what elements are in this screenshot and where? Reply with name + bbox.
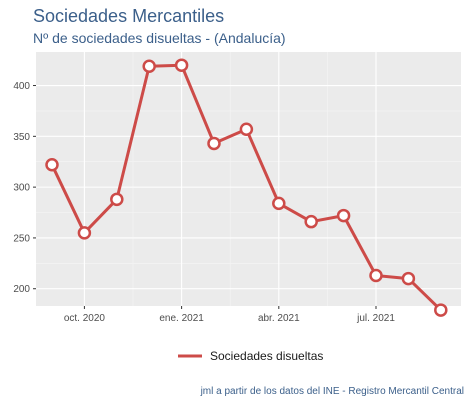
- data-point: [272, 196, 286, 211]
- x-tick-label: ene. 2021: [159, 313, 204, 324]
- grid-lines: [36, 52, 461, 306]
- data-point: [239, 122, 254, 136]
- y-tick-label: 200: [13, 284, 30, 295]
- source-caption: jml a partir de los datos del INE - Regi…: [200, 386, 464, 397]
- y-tick-label: 400: [13, 81, 30, 92]
- chart-subtitle: Nº de sociedades disueltas - (Andalucía): [33, 30, 286, 46]
- data-point: [174, 58, 189, 72]
- data-point: [401, 271, 416, 286]
- y-tick-label: 250: [13, 233, 30, 244]
- legend: Sociedades disueltas: [178, 349, 323, 363]
- legend-label: Sociedades disueltas: [210, 349, 323, 363]
- y-tick-label: 350: [13, 132, 30, 143]
- x-tick-label: abr. 2021: [258, 313, 300, 324]
- data-point: [434, 303, 448, 317]
- series-layer: [45, 58, 448, 317]
- data-point: [304, 214, 318, 229]
- axis-ticks: 200 250 300 350 400 oct. 2020 ene. 2021 abr. 20…: [13, 81, 395, 324]
- data-point: [336, 208, 351, 223]
- data-point: [110, 192, 124, 207]
- data-point: [207, 136, 221, 151]
- x-tick-label: oct. 2020: [64, 313, 106, 324]
- data-point: [142, 59, 156, 73]
- chart-title: Sociedades Mercantiles: [33, 6, 224, 26]
- x-tick-label: jul. 2021: [356, 313, 395, 324]
- data-point: [77, 226, 92, 240]
- plot-panel: [36, 52, 461, 306]
- data-point: [45, 158, 59, 172]
- data-point: [369, 268, 383, 283]
- y-tick-label: 300: [13, 183, 30, 194]
